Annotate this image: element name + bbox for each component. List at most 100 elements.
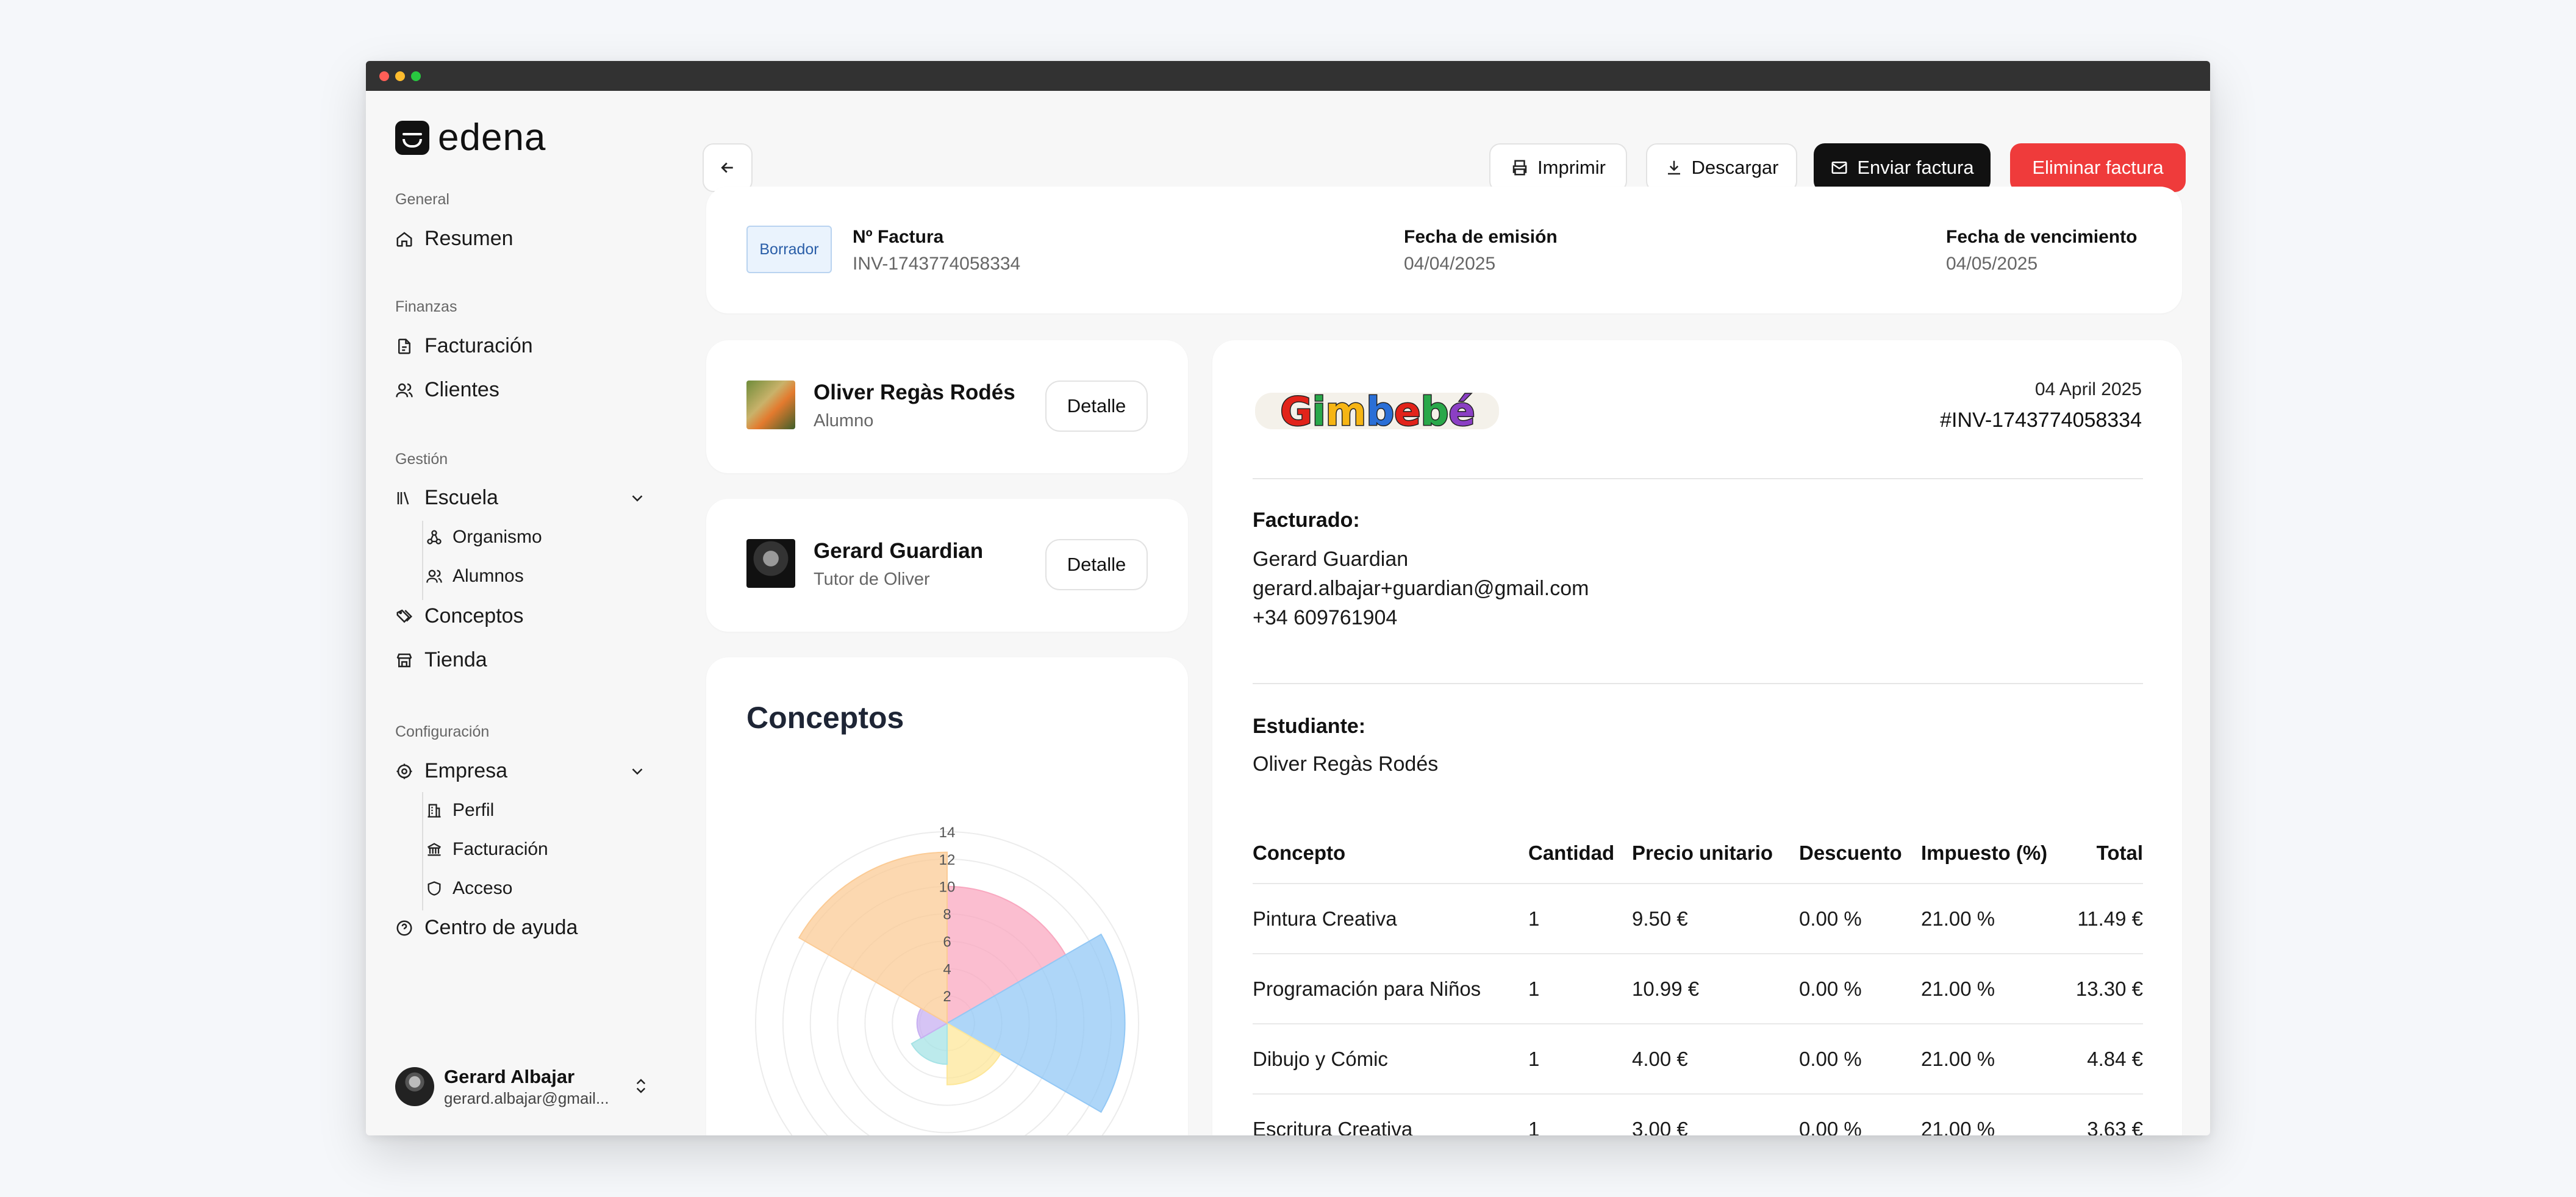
delete-invoice-button[interactable]: Eliminar factura bbox=[2010, 143, 2186, 192]
sidebar-subitem-acceso[interactable]: Acceso bbox=[426, 878, 512, 899]
cell-descuento: 0.00 % bbox=[1799, 953, 1921, 1024]
billed-label: Facturado: bbox=[1253, 509, 1360, 532]
chevron-down-icon[interactable] bbox=[628, 489, 646, 507]
section-label-finanzas: Finanzas bbox=[395, 298, 457, 315]
cell-cantidad: 1 bbox=[1528, 953, 1632, 1024]
sidebar-subitem-perfil[interactable]: Perfil bbox=[426, 800, 494, 821]
polar-slice[interactable] bbox=[946, 933, 1126, 1113]
back-button[interactable] bbox=[703, 143, 753, 192]
minimize-window-dot[interactable] bbox=[395, 71, 405, 81]
billed-phone: +34 609761904 bbox=[1253, 606, 1398, 629]
cell-impuesto: 21.00 % bbox=[1921, 953, 2055, 1024]
app-window: edena General Resumen Finanzas Facturaci… bbox=[366, 61, 2210, 1135]
mail-icon bbox=[1831, 162, 1847, 174]
sidebar-item-tienda[interactable]: Tienda bbox=[395, 648, 487, 672]
sidebar-subitem-facturacion[interactable]: Facturación bbox=[426, 839, 548, 860]
cell-total: 3.63 € bbox=[2055, 1093, 2143, 1135]
user-email: gerard.albajar@gmail... bbox=[444, 1089, 609, 1107]
cell-concepto: Programación para Niños bbox=[1253, 953, 1528, 1024]
invoice-header-card: Borrador Nº Factura INV-1743774058334 Fe… bbox=[706, 187, 2182, 313]
invoice-number-value: INV-1743774058334 bbox=[853, 254, 1021, 274]
invoice-number: #INV-1743774058334 bbox=[1940, 409, 2142, 432]
student-label: Estudiante: bbox=[1253, 715, 1366, 738]
polar-tick-label: 14 bbox=[939, 824, 956, 841]
brand-logo[interactable]: edena bbox=[395, 119, 546, 157]
column-header-total: Total bbox=[2096, 841, 2143, 864]
status-badge: Borrador bbox=[746, 226, 832, 273]
due-date-block: Fecha de vencimiento 04/05/2025 bbox=[1946, 227, 2137, 274]
issue-date-block: Fecha de emisión 04/04/2025 bbox=[1404, 227, 1558, 274]
concepts-polar-chart: 2 4 6 8 10 12 14 bbox=[755, 824, 1139, 1135]
close-window-dot[interactable] bbox=[379, 71, 389, 81]
divider bbox=[1253, 683, 2143, 684]
arrow-left-icon bbox=[721, 162, 733, 173]
polar-slice[interactable] bbox=[946, 885, 1067, 1024]
send-invoice-button[interactable]: Enviar factura bbox=[1814, 143, 1991, 192]
window-titlebar bbox=[366, 61, 2210, 91]
sidebar-item-clientes[interactable]: Clientes bbox=[395, 378, 499, 402]
cell-concepto: Dibujo y Cómic bbox=[1253, 1023, 1528, 1094]
sidebar-item-label: Clientes bbox=[424, 378, 499, 401]
brand-name: edena bbox=[438, 116, 546, 159]
organization-icon bbox=[427, 530, 442, 545]
library-icon bbox=[395, 489, 413, 507]
polar-tick-label: 4 bbox=[943, 961, 951, 977]
polar-slice[interactable] bbox=[946, 1022, 1001, 1085]
sidebar-item-label: Centro de ayuda bbox=[424, 916, 578, 939]
delete-invoice-label: Eliminar factura bbox=[2032, 157, 2164, 178]
chevrons-up-down-icon bbox=[636, 1079, 646, 1093]
student-detail-button[interactable]: Detalle bbox=[1045, 381, 1148, 432]
due-date-value: 04/05/2025 bbox=[1946, 254, 2038, 274]
polar-slice[interactable] bbox=[911, 1022, 948, 1065]
sidebar-subitem-label: Organismo bbox=[453, 527, 542, 547]
polar-slice[interactable] bbox=[798, 851, 948, 1024]
issue-date-label: Fecha de emisión bbox=[1404, 227, 1558, 247]
download-button[interactable]: Descargar bbox=[1646, 143, 1797, 192]
polar-tick-label: 2 bbox=[943, 988, 951, 1005]
maximize-window-dot[interactable] bbox=[411, 71, 421, 81]
sidebar-subitem-alumnos[interactable]: Alumnos bbox=[426, 566, 524, 587]
issue-date-value: 04/04/2025 bbox=[1404, 254, 1496, 274]
column-header-impuesto: Impuesto (%) bbox=[1921, 841, 2048, 864]
cell-precio: 3.00 € bbox=[1632, 1093, 1799, 1135]
sidebar-item-escuela[interactable]: Escuela bbox=[395, 486, 498, 510]
invoice-file-icon bbox=[398, 338, 410, 354]
sidebar-item-facturacion[interactable]: Facturación bbox=[395, 334, 533, 358]
avatar bbox=[395, 1067, 434, 1106]
divider bbox=[1253, 478, 2143, 479]
user-name: Gerard Albajar bbox=[444, 1066, 575, 1087]
store-icon bbox=[396, 653, 412, 667]
home-icon bbox=[396, 231, 412, 246]
sidebar-item-empresa[interactable]: Empresa bbox=[395, 759, 507, 783]
tutor-avatar bbox=[746, 539, 795, 588]
polar-tick-label: 8 bbox=[943, 907, 951, 923]
cell-total: 4.84 € bbox=[2055, 1023, 2143, 1094]
chevron-down-icon[interactable] bbox=[628, 762, 646, 781]
cell-cantidad: 1 bbox=[1528, 1023, 1632, 1094]
sidebar-subitem-organismo[interactable]: Organismo bbox=[426, 527, 542, 548]
cell-concepto: Escritura Creativa bbox=[1253, 1093, 1528, 1135]
sidebar-item-label: Tienda bbox=[424, 648, 487, 671]
sidebar-item-label: Resumen bbox=[424, 227, 513, 250]
bank-icon bbox=[427, 843, 442, 856]
sidebar-item-ayuda[interactable]: Centro de ayuda bbox=[395, 916, 578, 940]
billed-email: gerard.albajar+guardian@gmail.com bbox=[1253, 577, 1589, 600]
printer-icon bbox=[1512, 160, 1527, 176]
user-menu[interactable]: Gerard Albajar gerard.albajar@gmail... bbox=[395, 1065, 657, 1109]
polar-tick-label: 12 bbox=[939, 852, 956, 868]
cell-impuesto: 21.00 % bbox=[1921, 1093, 2055, 1135]
print-button[interactable]: Imprimir bbox=[1489, 143, 1627, 192]
table-header-row: Concepto Cantidad Precio unitario Descue… bbox=[1253, 841, 2143, 884]
send-invoice-label: Enviar factura bbox=[1857, 157, 1974, 178]
users-icon bbox=[396, 383, 413, 397]
sidebar-subitem-label: Alumnos bbox=[453, 566, 524, 586]
cell-precio: 10.99 € bbox=[1632, 953, 1799, 1024]
cell-descuento: 0.00 % bbox=[1799, 1093, 1921, 1135]
tutor-detail-button[interactable]: Detalle bbox=[1045, 539, 1148, 590]
cell-total: 13.30 € bbox=[2055, 953, 2143, 1024]
invoice-number-block: Nº Factura INV-1743774058334 bbox=[853, 227, 1020, 274]
student-value: Oliver Regàs Rodés bbox=[1253, 752, 1439, 776]
student-card: Oliver Regàs Rodés Alumno Detalle bbox=[706, 340, 1188, 473]
sidebar-item-conceptos[interactable]: Conceptos bbox=[395, 604, 524, 628]
sidebar-item-resumen[interactable]: Resumen bbox=[395, 227, 513, 251]
